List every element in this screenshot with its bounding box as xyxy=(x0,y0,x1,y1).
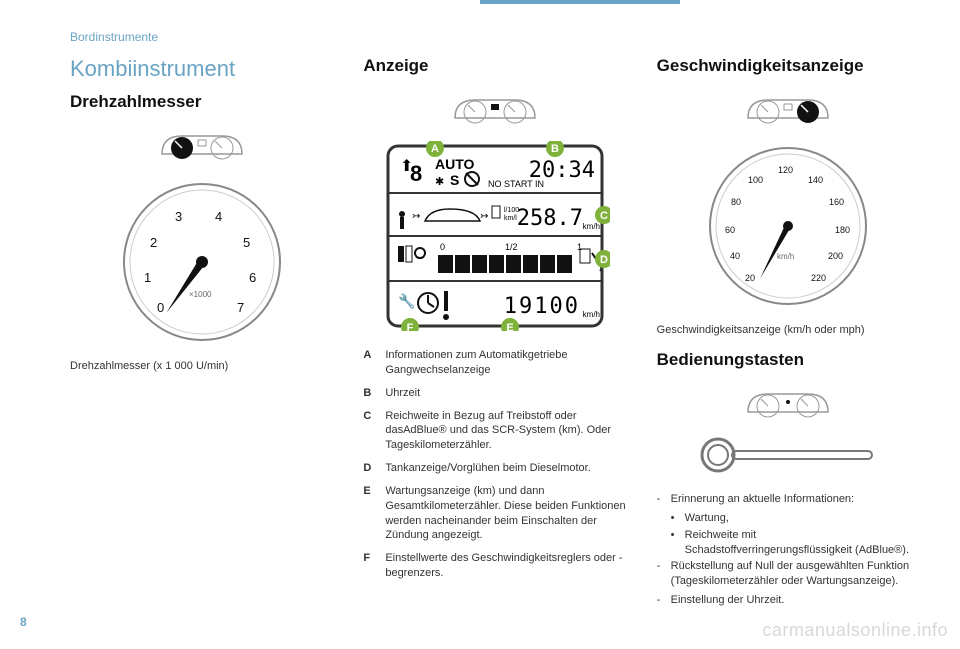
display-figure: ⬆ 8 AUTO ✱ S NO START IN 20:34 ↣ ↣ xyxy=(363,88,626,336)
svg-text:F: F xyxy=(407,322,414,331)
section-controls: Bedienungstasten xyxy=(657,350,920,370)
svg-text:🔧: 🔧 xyxy=(398,292,415,310)
cluster-icon-controls xyxy=(743,382,833,422)
stalk-button xyxy=(698,435,878,475)
svg-text:S: S xyxy=(450,172,459,188)
svg-text:E: E xyxy=(506,322,513,331)
rpm-caption: Drehzahlmesser (x 1 000 U/min) xyxy=(70,360,333,372)
speed-gauge: 20 40 60 80 100 120 140 160 180 200 220 … xyxy=(703,141,873,311)
section-anzeige: Anzeige xyxy=(363,56,626,76)
svg-text:8: 8 xyxy=(410,161,422,186)
svg-text:↣: ↣ xyxy=(480,211,488,222)
svg-text:20: 20 xyxy=(745,273,755,283)
svg-text:180: 180 xyxy=(835,225,850,235)
svg-text:160: 160 xyxy=(829,197,844,207)
svg-text:0: 0 xyxy=(157,300,164,315)
svg-text:258.7: 258.7 xyxy=(517,206,583,231)
svg-text:80: 80 xyxy=(731,197,741,207)
controls-bullets: -Erinnerung an aktuelle Informationen: •… xyxy=(657,492,920,608)
svg-text:0: 0 xyxy=(440,242,445,252)
svg-text:D: D xyxy=(600,254,608,266)
columns: Kombiinstrument Drehzahlmesser xyxy=(70,56,920,612)
speed-caption: Geschwindigkeitsanzeige (km/h oder mph) xyxy=(657,324,920,336)
svg-text:60: 60 xyxy=(725,225,735,235)
svg-text:3: 3 xyxy=(175,209,182,224)
svg-text:19100: 19100 xyxy=(504,294,580,319)
page-content: Bordinstrumente Kombiinstrument Drehzahl… xyxy=(70,30,920,619)
svg-text:40: 40 xyxy=(730,251,740,261)
rpm-unit: ×1000 xyxy=(189,290,212,299)
page-number: 8 xyxy=(20,615,27,629)
svg-text:km/h: km/h xyxy=(583,222,600,231)
section-speed: Geschwindigkeitsanzeige xyxy=(657,56,920,76)
tachometer-figure: 0 1 2 3 4 5 6 7 ×1000 xyxy=(70,124,333,352)
svg-text:5: 5 xyxy=(243,235,250,250)
control-button-figure xyxy=(657,382,920,480)
cluster-icon-right xyxy=(743,88,833,128)
svg-text:100: 100 xyxy=(748,175,763,185)
svg-text:4: 4 xyxy=(215,209,222,224)
lcd-display: ⬆ 8 AUTO ✱ S NO START IN 20:34 ↣ ↣ xyxy=(380,141,610,331)
svg-text:7: 7 xyxy=(237,300,244,315)
svg-text:A: A xyxy=(431,143,439,155)
svg-text:✱: ✱ xyxy=(435,176,444,188)
svg-text:km/h: km/h xyxy=(583,310,600,319)
svg-text:6: 6 xyxy=(249,270,256,285)
svg-text:20:34: 20:34 xyxy=(529,158,595,183)
svg-text:1: 1 xyxy=(144,270,151,285)
speedometer-figure: 20 40 60 80 100 120 140 160 180 200 220 … xyxy=(657,88,920,316)
svg-text:140: 140 xyxy=(808,175,823,185)
column-right: Geschwindigkeitsanzeige 20 40 60 80 xyxy=(657,56,920,612)
svg-text:2: 2 xyxy=(150,235,157,250)
svg-text:↣: ↣ xyxy=(412,211,420,222)
column-middle: Anzeige ⬆ xyxy=(363,56,626,612)
chapter-label: Bordinstrumente xyxy=(70,30,920,44)
svg-text:C: C xyxy=(600,210,608,222)
page-title: Kombiinstrument xyxy=(70,56,333,82)
display-legend: AInformationen zum Automatikgetriebe Gan… xyxy=(363,348,626,581)
section-drehzahlmesser: Drehzahlmesser xyxy=(70,92,333,112)
svg-text:200: 200 xyxy=(828,251,843,261)
cluster-icon-middle xyxy=(450,88,540,128)
svg-text:AUTO: AUTO xyxy=(435,156,475,172)
watermark: carmanualsonline.info xyxy=(762,620,948,641)
cluster-icon-left xyxy=(157,124,247,164)
column-left: Kombiinstrument Drehzahlmesser xyxy=(70,56,333,612)
svg-text:1/2: 1/2 xyxy=(505,242,518,252)
svg-text:km/l: km/l xyxy=(504,215,517,222)
svg-text:120: 120 xyxy=(778,165,793,175)
svg-text:220: 220 xyxy=(811,273,826,283)
svg-text:B: B xyxy=(551,143,559,155)
top-divider xyxy=(480,0,680,4)
speed-unit: km/h xyxy=(777,252,794,261)
rpm-gauge: 0 1 2 3 4 5 6 7 ×1000 xyxy=(117,177,287,347)
